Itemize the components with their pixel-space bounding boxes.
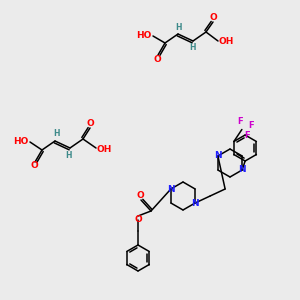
Text: H: H bbox=[176, 22, 182, 32]
Text: OH: OH bbox=[96, 145, 112, 154]
Text: O: O bbox=[86, 119, 94, 128]
Text: N: N bbox=[214, 152, 222, 160]
Text: F: F bbox=[237, 117, 243, 126]
Text: O: O bbox=[30, 161, 38, 170]
Text: N: N bbox=[238, 166, 246, 175]
Text: HO: HO bbox=[136, 32, 152, 40]
Text: H: H bbox=[66, 151, 72, 160]
Text: N: N bbox=[191, 199, 199, 208]
Text: HO: HO bbox=[13, 137, 29, 146]
Text: H: H bbox=[53, 130, 59, 139]
Text: F: F bbox=[248, 121, 254, 130]
Text: OH: OH bbox=[218, 38, 234, 46]
Text: F: F bbox=[244, 131, 250, 140]
Text: N: N bbox=[167, 184, 175, 194]
Text: O: O bbox=[153, 55, 161, 64]
Text: H: H bbox=[189, 44, 195, 52]
Text: O: O bbox=[136, 191, 144, 200]
Text: O: O bbox=[134, 215, 142, 224]
Text: O: O bbox=[209, 14, 217, 22]
